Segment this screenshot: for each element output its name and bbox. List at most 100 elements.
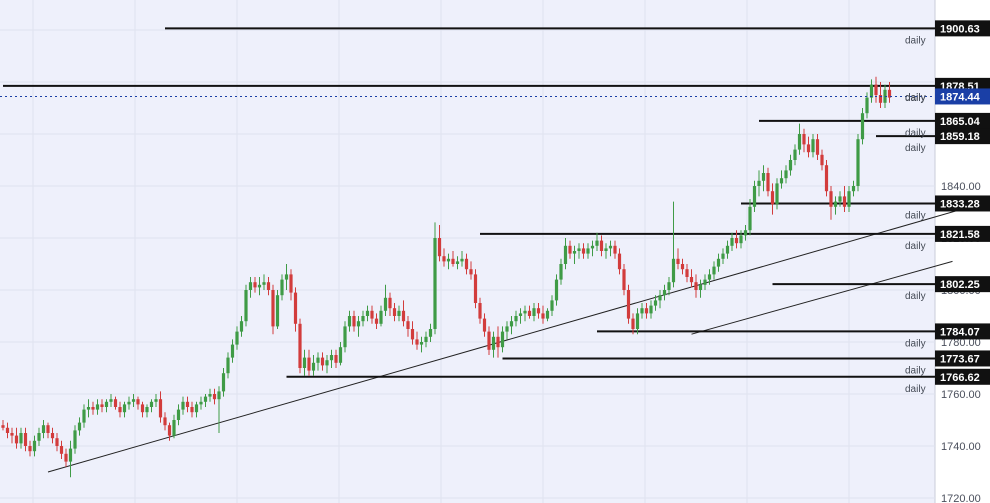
candle-body (748, 206, 752, 231)
candle-up (635, 308, 640, 335)
candle-body (581, 248, 586, 254)
candle-body (662, 290, 667, 296)
candle-down (320, 352, 325, 371)
candle-up (712, 261, 716, 280)
candle-body (577, 248, 581, 251)
level-price-label-bg (935, 225, 990, 242)
candle-up (343, 321, 347, 353)
candle-down (568, 240, 572, 259)
candle-body (509, 321, 514, 327)
candle-body (725, 245, 730, 254)
candle-down (307, 349, 311, 376)
candle-up (275, 290, 280, 329)
candle-body (91, 407, 95, 410)
candle-down (140, 401, 145, 418)
candle-body (239, 321, 244, 332)
candle-body (140, 404, 145, 413)
candle-body (788, 160, 793, 171)
candle-body (487, 331, 491, 350)
candle-up (523, 305, 527, 322)
candle-up (433, 222, 437, 335)
level-price-label: 1859.18 (940, 131, 980, 143)
candle-body (325, 360, 329, 366)
candle-down (370, 305, 374, 324)
candle-up (847, 186, 851, 212)
candle-body (397, 310, 401, 316)
candle-body (289, 274, 293, 293)
candle-body (73, 430, 77, 449)
y-tick-label: 1720.00 (941, 493, 981, 503)
candle-body (622, 269, 626, 290)
candle-body (401, 310, 406, 322)
candle-up (757, 170, 761, 197)
level-tag-daily: daily (905, 35, 926, 46)
candle-up (509, 316, 514, 335)
candle-down (842, 186, 847, 212)
candle-up (208, 388, 212, 402)
candle-body (208, 394, 212, 397)
candle-up (419, 336, 424, 353)
candle-body (887, 89, 892, 98)
candle-down (806, 136, 811, 158)
candle-down (478, 297, 482, 324)
candle-up (851, 180, 856, 197)
candle-up (793, 144, 797, 166)
candle-body (23, 433, 28, 446)
candle-down (887, 82, 892, 103)
candle-body (797, 134, 802, 150)
candle-body (118, 407, 122, 413)
candle-up (347, 310, 352, 332)
candle-body (874, 84, 878, 95)
candle-up (595, 232, 599, 251)
level-price-label: 1833.28 (940, 198, 980, 210)
candle-body (329, 355, 334, 361)
candle-body (617, 253, 622, 270)
candle-up (77, 417, 82, 436)
level-price-label: 1802.25 (940, 279, 980, 291)
candle-body (545, 310, 550, 319)
candle-body (41, 425, 46, 433)
candle-body (721, 253, 725, 259)
candle-body (163, 417, 167, 426)
candle-down (878, 82, 883, 108)
candle-down (271, 284, 275, 335)
candle-down (829, 186, 833, 220)
candle-down (118, 401, 122, 418)
candle-down (91, 401, 95, 415)
candle-up (19, 427, 23, 449)
candle-body (194, 404, 199, 413)
candle-down (734, 230, 739, 249)
candle-up (199, 396, 203, 410)
candle-up (154, 394, 158, 407)
candle-body (82, 409, 86, 423)
candle-body (838, 196, 842, 202)
candle-up (230, 339, 235, 363)
candle-up (716, 253, 721, 272)
candle-body (352, 316, 356, 327)
candle-down (581, 243, 586, 259)
candle-body (523, 310, 527, 314)
candle-body (131, 399, 136, 402)
candle-up (563, 238, 568, 270)
candle-up (361, 310, 365, 327)
candle-up (68, 440, 73, 478)
candle-down (334, 349, 338, 368)
candle-up (383, 284, 388, 316)
candle-body (64, 453, 68, 462)
candle-body (334, 355, 338, 363)
candle-body (599, 240, 604, 251)
candle-body (415, 339, 419, 345)
level-price-label-bg (935, 112, 990, 129)
candle-body (595, 240, 599, 246)
candle-body (343, 326, 347, 348)
candle-body (824, 165, 829, 192)
candle-down (820, 149, 824, 171)
candle-body (176, 409, 181, 420)
candle-up (649, 300, 653, 319)
candle-body (590, 245, 595, 249)
candle-down (28, 440, 32, 457)
candle-body (635, 313, 640, 329)
candle-down (190, 401, 194, 418)
